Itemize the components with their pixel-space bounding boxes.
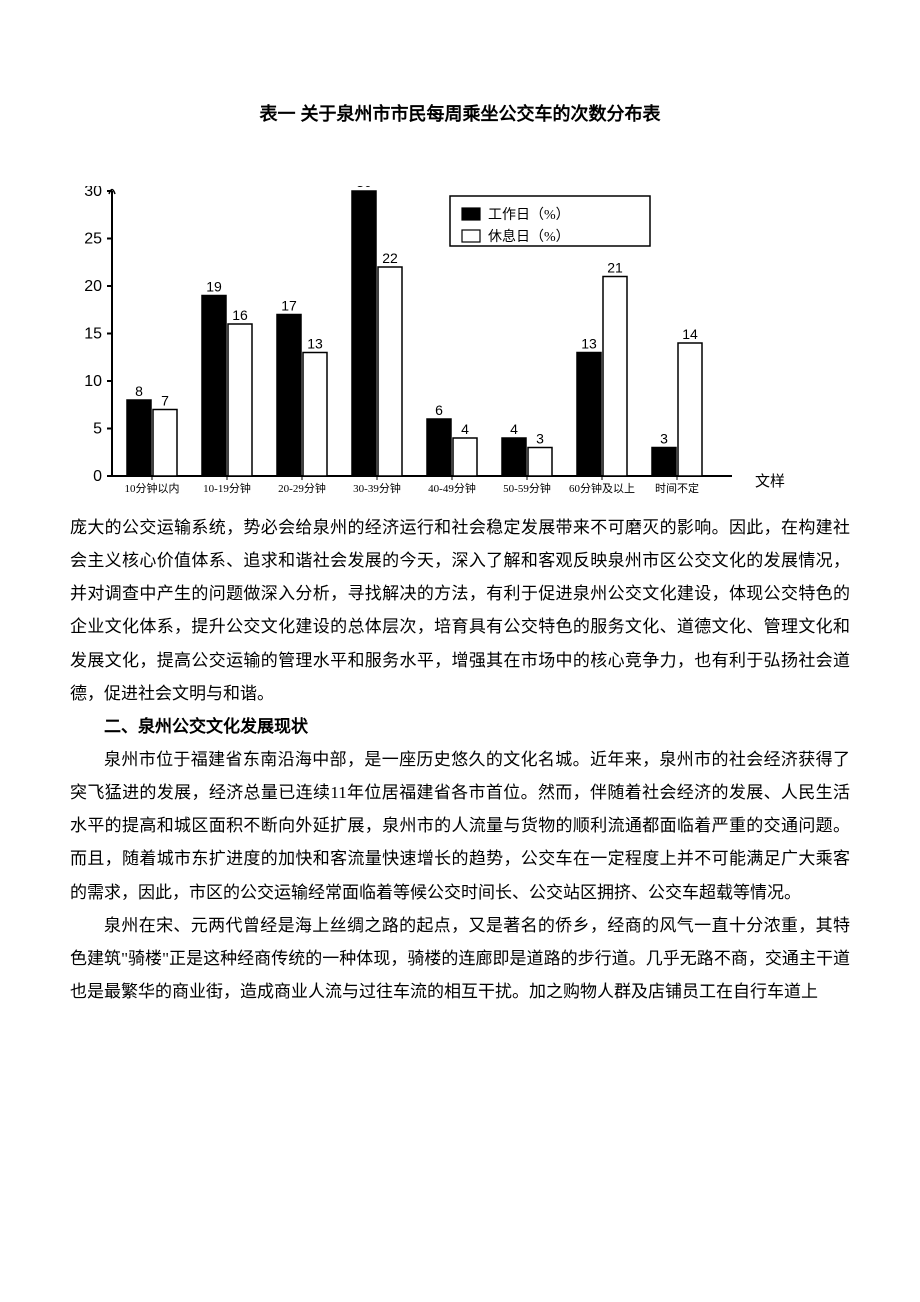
svg-text:3: 3 [660, 431, 668, 447]
svg-text:15: 15 [84, 326, 102, 343]
svg-text:22: 22 [382, 250, 398, 266]
paragraph-1: 庞大的公交运输系统，势必会给泉州的经济运行和社会稳定发展带来不可磨灭的影响。因此… [70, 511, 850, 710]
svg-text:8: 8 [135, 383, 143, 399]
svg-text:20: 20 [84, 278, 102, 295]
svg-text:7: 7 [161, 393, 169, 409]
svg-text:14: 14 [682, 326, 698, 342]
paragraph-3: 泉州在宋、元两代曾经是海上丝绸之路的起点，又是著名的侨乡，经商的风气一直十分浓重… [70, 909, 850, 1008]
svg-text:60分钟及以上: 60分钟及以上 [569, 481, 635, 495]
svg-text:时间不定: 时间不定 [655, 481, 699, 495]
svg-text:40-49分钟: 40-49分钟 [428, 481, 476, 495]
paragraph-2: 泉州市位于福建省东南沿海中部，是一座历史悠久的文化名城。近年来，泉州市的社会经济… [70, 743, 850, 909]
svg-text:17: 17 [281, 298, 297, 314]
svg-text:10: 10 [84, 373, 102, 390]
svg-text:13: 13 [581, 336, 597, 352]
svg-text:休息日（%）: 休息日（%） [488, 228, 570, 245]
body-text: 庞大的公交运输系统，势必会给泉州的经济运行和社会稳定发展带来不可磨灭的影响。因此… [70, 511, 850, 1008]
svg-text:20-29分钟: 20-29分钟 [278, 481, 326, 495]
bar-chart: 0 5 10 15 20 25 30 8 7 10分钟以内 19 16 10-19分钟 17 13 20-29… [70, 186, 750, 516]
overlapped-text-fragment: 文样 [755, 470, 785, 491]
svg-text:16: 16 [232, 307, 248, 323]
svg-text:25: 25 [84, 231, 102, 248]
svg-text:5: 5 [93, 421, 102, 438]
section-heading-2: 二、泉州公交文化发展现状 [70, 710, 850, 743]
svg-text:0: 0 [93, 468, 102, 485]
svg-text:19: 19 [206, 279, 222, 295]
chart-svg: 0 5 10 15 20 25 30 8 7 10分钟以内 19 16 10-19分钟 17 13 20-29… [70, 186, 750, 516]
svg-text:3: 3 [536, 431, 544, 447]
svg-text:50-59分钟: 50-59分钟 [503, 481, 551, 495]
svg-text:4: 4 [510, 421, 518, 437]
svg-text:工作日（%）: 工作日（%） [488, 207, 570, 223]
svg-text:6: 6 [435, 402, 443, 418]
svg-text:30: 30 [356, 186, 372, 190]
svg-text:10分钟以内: 10分钟以内 [125, 481, 180, 495]
svg-text:30-39分钟: 30-39分钟 [353, 481, 401, 495]
svg-text:21: 21 [607, 260, 623, 276]
svg-text:13: 13 [307, 336, 323, 352]
svg-text:4: 4 [461, 421, 469, 437]
svg-text:10-19分钟: 10-19分钟 [203, 481, 251, 495]
svg-text:30: 30 [84, 186, 102, 200]
table-title: 表一 关于泉州市市民每周乘坐公交车的次数分布表 [70, 100, 850, 126]
